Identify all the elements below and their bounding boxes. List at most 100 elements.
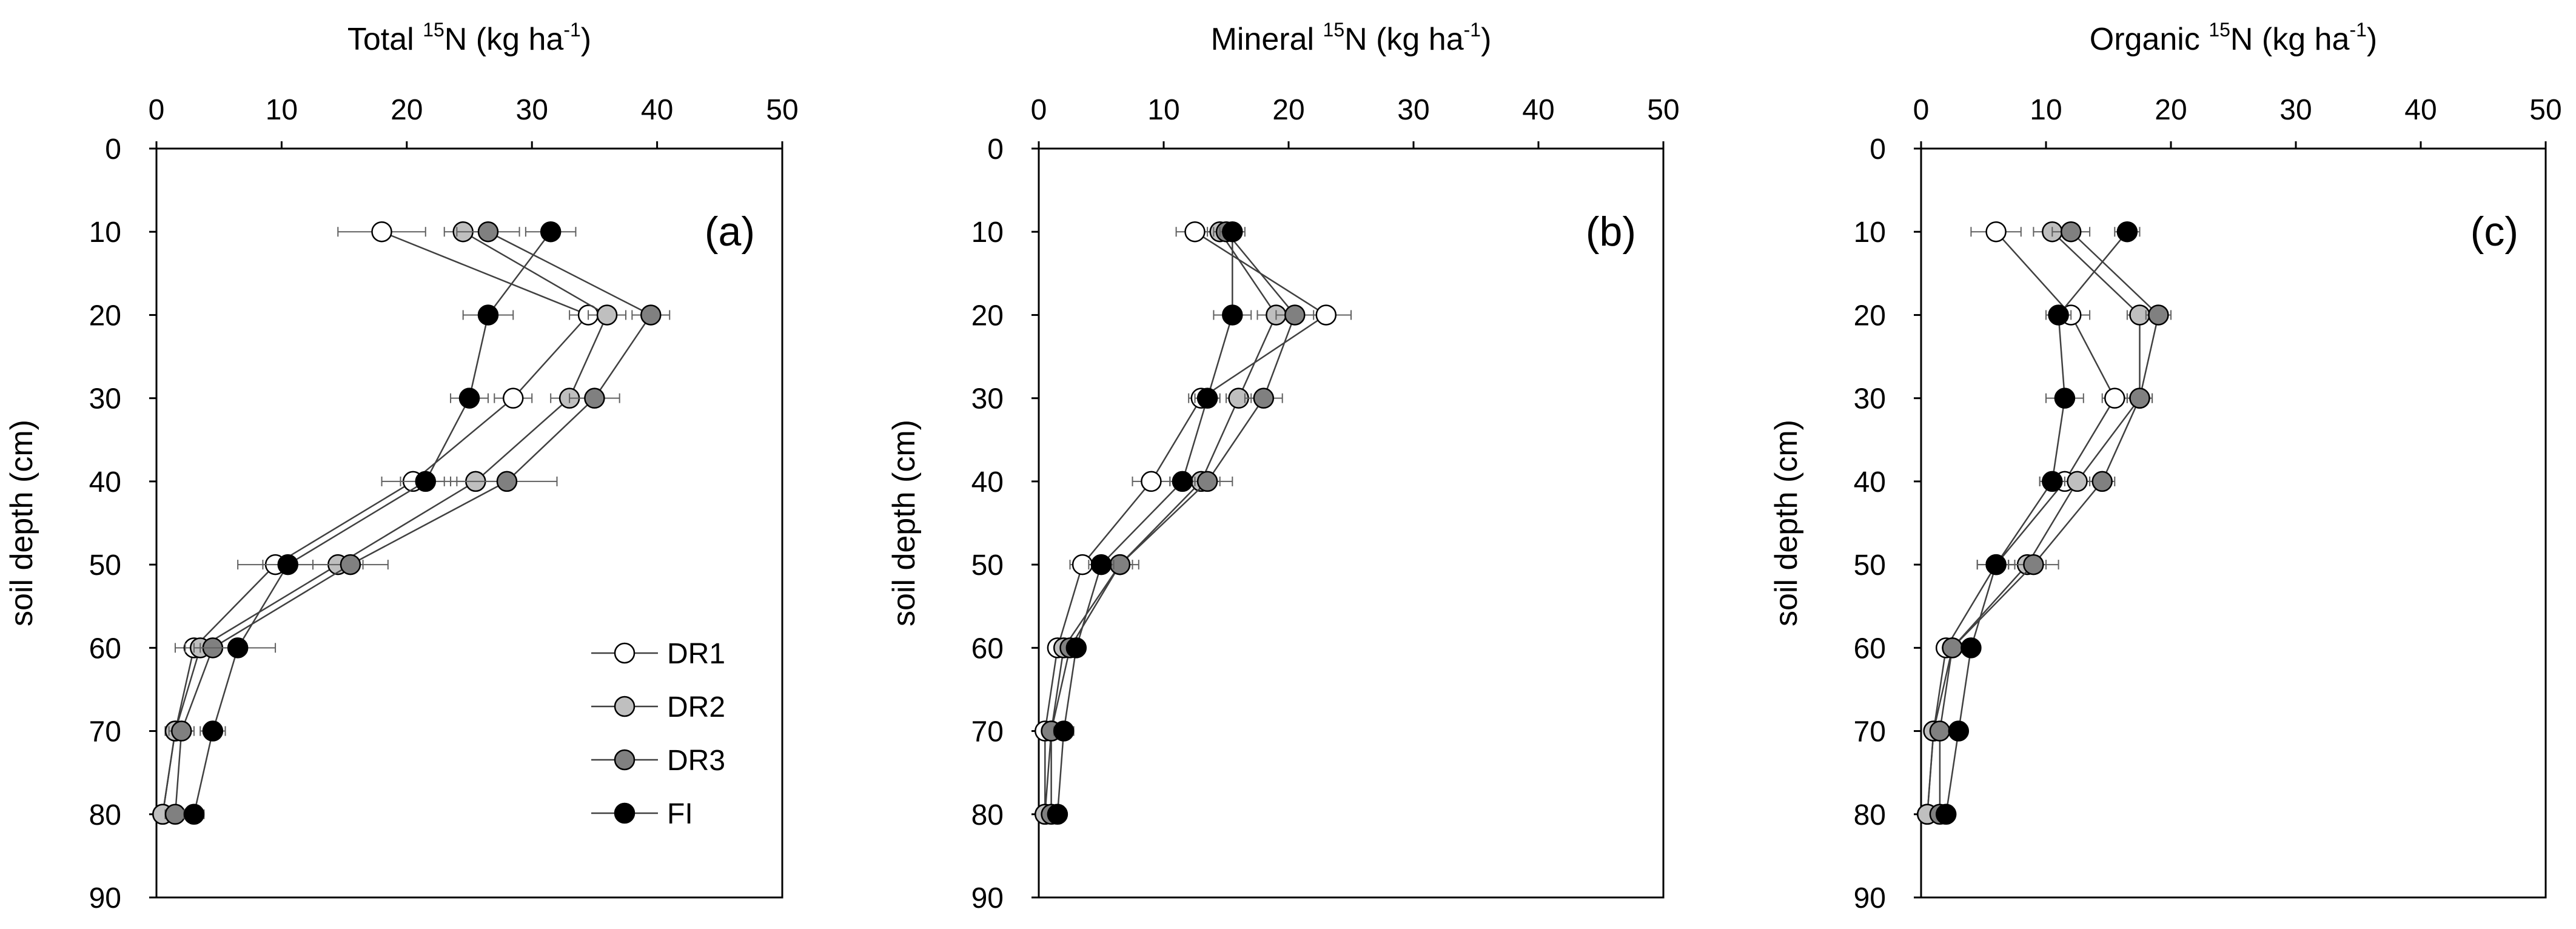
- x-axis-title-part: -1: [1464, 19, 1481, 41]
- legend-marker-dr1: [614, 642, 636, 664]
- x-tick-label: 0: [1031, 94, 1047, 126]
- legend-item-dr1: DR1: [591, 638, 725, 670]
- x-axis-title: Organic 15N (kg ha-1): [2090, 19, 2377, 57]
- series-fi: [183, 221, 577, 825]
- x-tick-label: 40: [1522, 94, 1554, 126]
- series-line-dr3: [1050, 231, 1296, 814]
- data-point-fi-80: [1047, 803, 1068, 825]
- data-point-dr3-60: [1942, 637, 1963, 659]
- y-tick-label: 10: [971, 216, 1004, 249]
- x-axis-title-part: N (kg ha: [1344, 22, 1464, 57]
- y-tick-label: 70: [1854, 716, 1886, 748]
- series-fi: [1935, 221, 2141, 825]
- series-line-fi: [193, 231, 552, 815]
- legend: DR1 DR2 DR3 FI: [591, 638, 725, 830]
- legend-item-dr3: DR3: [591, 745, 725, 777]
- data-point-fi-70: [1053, 720, 1075, 742]
- legend-marker-dr2: [614, 696, 636, 717]
- series-dr2: [152, 221, 626, 825]
- data-point-fi-70: [1948, 720, 1970, 742]
- y-tick-label: 30: [89, 383, 121, 415]
- data-point-fi-20: [477, 304, 499, 326]
- legend-label: DR3: [667, 745, 725, 777]
- y-tick-label: 20: [1854, 300, 1886, 332]
- panel-label: (b): [1586, 209, 1636, 255]
- data-point-dr1-20: [1315, 304, 1337, 326]
- y-tick-label: 60: [971, 632, 1004, 665]
- legend-label: FI: [667, 798, 693, 830]
- y-tick-label: 80: [1854, 799, 1886, 831]
- series-fi: [1047, 221, 1252, 825]
- plot-frame: [1038, 147, 1665, 899]
- x-axis-title: Mineral 15N (kg ha-1): [1211, 19, 1492, 57]
- data-point-fi-70: [202, 720, 224, 742]
- y-axis-title: soil depth (cm): [1769, 420, 1804, 626]
- y-tick-label: 0: [1870, 133, 1886, 166]
- data-point-fi-60: [1065, 637, 1087, 659]
- y-tick-label: 80: [971, 799, 1004, 831]
- panel-a: 0 10 20 30 40 50 0 10 20 30 40 50 60 70 80 90 Total 15N …: [4, 19, 799, 914]
- series-line-fi: [1056, 232, 1233, 814]
- y-tick-label: 70: [89, 716, 121, 748]
- data-point-fi-50: [1985, 554, 2007, 575]
- x-tick-label: 50: [1647, 94, 1679, 126]
- y-tick-label: 30: [1854, 383, 1886, 415]
- series-line-dr3: [1939, 231, 2159, 814]
- series-line-dr1: [1044, 231, 1328, 814]
- series-line-dr1: [162, 231, 590, 814]
- series-line-dr3: [174, 231, 652, 814]
- x-axis-title-part: -1: [563, 19, 580, 41]
- y-tick-label: 50: [89, 549, 121, 582]
- y-axis-title: soil depth (cm): [4, 420, 39, 626]
- data-point-dr1-30: [2104, 387, 2125, 409]
- x-axis-title: Total 15N (kg ha-1): [347, 19, 591, 57]
- x-axis-title-part: Organic: [2090, 22, 2209, 57]
- data-point-fi-40: [1172, 471, 1193, 492]
- y-tick-label: 50: [1854, 549, 1886, 582]
- x-tick-label: 0: [1913, 94, 1930, 126]
- panel-label: (a): [705, 209, 755, 255]
- x-axis-title-part: 15: [2209, 19, 2230, 41]
- data-point-dr1-30: [502, 387, 524, 409]
- y-tick-label: 50: [971, 549, 1004, 582]
- x-axis-title-part: Mineral: [1211, 22, 1323, 57]
- x-axis-title-part: ): [2367, 22, 2377, 57]
- y-tick-label: 30: [971, 383, 1004, 415]
- legend-item-fi: FI: [591, 798, 693, 830]
- legend-marker-fi: [614, 802, 636, 824]
- data-point-dr3-50: [340, 554, 361, 575]
- data-point-dr3-20: [2148, 304, 2169, 326]
- data-point-dr1-10: [371, 221, 392, 243]
- y-tick-label: 80: [89, 799, 121, 831]
- x-axis-title-part: 15: [1323, 19, 1345, 41]
- x-axis-title-part: Total: [347, 22, 423, 57]
- data-point-dr3-40: [2091, 471, 2113, 492]
- panel-c: 0 10 20 30 40 50 0 10 20 30 40 50 60 70 80 90 Organic 15…: [1769, 19, 2562, 914]
- y-tick-label: 60: [1854, 632, 1886, 665]
- data-point-dr3-80: [164, 803, 186, 825]
- x-tick-label: 50: [2529, 94, 2561, 126]
- x-axis-title-part: N (kg ha: [2230, 22, 2350, 57]
- plot-frame: [1920, 147, 2547, 899]
- data-point-fi-30: [2054, 387, 2076, 409]
- y-tick-label: 60: [89, 632, 121, 665]
- data-point-fi-30: [458, 387, 480, 409]
- data-point-dr3-70: [171, 720, 192, 742]
- data-point-fi-10: [1222, 221, 1243, 243]
- data-point-dr3-20: [640, 304, 662, 326]
- x-tick-label: 10: [2030, 94, 2062, 126]
- data-point-dr3-30: [2129, 387, 2150, 409]
- y-tick-label: 40: [89, 466, 121, 498]
- x-tick-label: 30: [2279, 94, 2312, 126]
- data-point-dr3-30: [584, 387, 605, 409]
- data-point-dr3-40: [496, 471, 518, 492]
- data-point-fi-10: [540, 221, 562, 243]
- data-point-fi-20: [2048, 304, 2069, 326]
- data-point-fi-50: [277, 554, 298, 575]
- x-tick-label: 40: [2404, 94, 2437, 126]
- series-line-dr2: [162, 231, 608, 814]
- y-tick-label: 20: [89, 300, 121, 332]
- series-line-dr2: [1927, 231, 2141, 814]
- data-point-dr3-40: [1196, 471, 1218, 492]
